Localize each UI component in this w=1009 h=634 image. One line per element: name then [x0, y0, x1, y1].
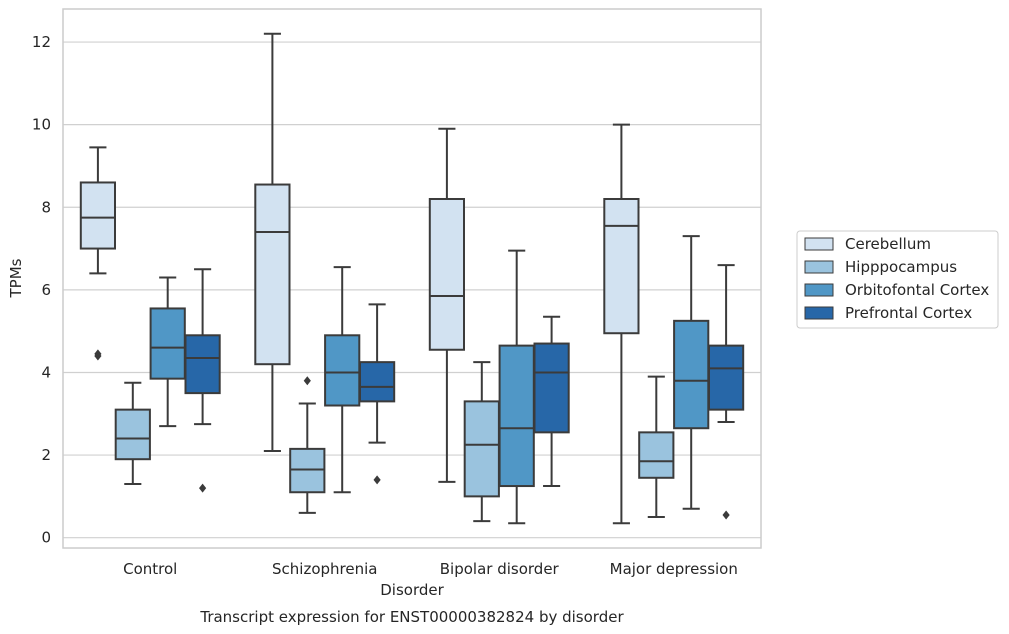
legend-swatch — [804, 283, 834, 297]
legend: Cerebellum Hipppocampus Orbitofontal Corte… — [796, 230, 999, 329]
y-tick-label: 0 — [41, 529, 51, 547]
x-axis-label: Disorder — [380, 581, 444, 599]
box-iqr — [463, 400, 500, 498]
legend-swatch — [804, 237, 834, 251]
box-group — [254, 32, 291, 452]
box-group — [463, 361, 500, 523]
y-axis-label: TPMs — [7, 258, 25, 298]
box-group — [638, 375, 675, 519]
legend-swatch — [804, 306, 834, 320]
y-tick-label: 6 — [41, 281, 51, 299]
box-group — [184, 268, 221, 493]
box-group — [149, 276, 186, 428]
y-tick-label: 2 — [41, 446, 51, 464]
box-iqr — [79, 181, 117, 250]
box-group — [114, 381, 151, 485]
y-tick-label: 12 — [32, 33, 51, 51]
legend-label: Hipppocampus — [845, 258, 957, 276]
legend-label: Orbitofontal Cortex — [845, 281, 989, 299]
legend-label: Cerebellum — [845, 235, 931, 253]
legend-frame — [796, 230, 999, 329]
box-group — [673, 235, 710, 510]
box-iqr — [149, 307, 186, 380]
box-iqr — [184, 334, 221, 395]
box-iqr — [638, 431, 675, 479]
box-group — [707, 264, 745, 520]
x-tick-labels: Control Schizophrenia Bipolar disorder Majo… — [123, 560, 738, 578]
legend-swatch — [804, 260, 834, 274]
y-tick-labels: 0 2 4 6 8 10 12 — [32, 33, 51, 547]
x-tick-label: Bipolar disorder — [440, 560, 560, 578]
box-group — [533, 315, 570, 488]
box-iqr — [603, 197, 640, 335]
box-iqr — [673, 319, 710, 430]
box-group — [358, 303, 396, 485]
outlier-point — [303, 376, 311, 386]
box-iqr — [289, 447, 326, 494]
box-iqr — [254, 183, 291, 366]
y-tick-label: 4 — [41, 363, 51, 381]
outlier-point — [373, 475, 381, 485]
box-group — [428, 127, 466, 483]
box-group — [289, 376, 326, 514]
box-iqr — [498, 344, 535, 488]
box-iqr — [428, 197, 466, 351]
box-iqr — [358, 361, 396, 403]
x-tick-label: Control — [123, 560, 177, 578]
box-iqr — [533, 342, 570, 434]
x-tick-label: Schizophrenia — [272, 560, 377, 578]
chart-caption: Transcript expression for ENST0000038282… — [199, 608, 624, 626]
outlier-point — [199, 483, 207, 493]
box-iqr — [114, 408, 151, 461]
box-iqr — [324, 334, 361, 407]
outlier-point — [94, 349, 102, 359]
box-iqr — [707, 344, 745, 411]
box-group — [324, 266, 361, 494]
box-group — [79, 146, 117, 361]
legend-label: Prefrontal Cortex — [845, 304, 972, 322]
y-tick-label: 10 — [32, 116, 51, 134]
box-group — [603, 123, 640, 525]
outlier-point — [722, 510, 730, 520]
y-tick-label: 8 — [41, 198, 51, 216]
plot-frame — [62, 8, 762, 549]
x-tick-label: Major depression — [610, 560, 738, 578]
box-series — [79, 32, 745, 525]
